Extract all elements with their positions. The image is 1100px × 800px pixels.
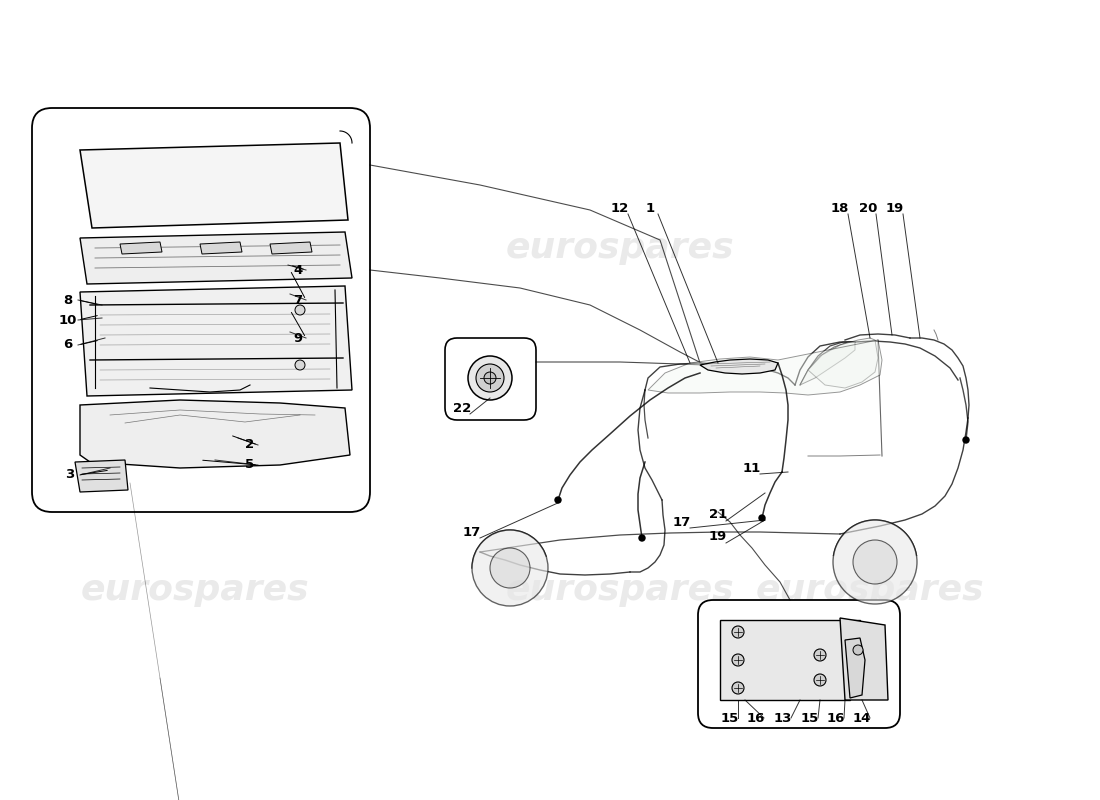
Circle shape <box>814 649 826 661</box>
Polygon shape <box>80 400 350 468</box>
Circle shape <box>295 305 305 315</box>
Circle shape <box>732 626 744 638</box>
Text: 15: 15 <box>720 711 739 725</box>
Text: 22: 22 <box>453 402 471 414</box>
Circle shape <box>484 372 496 384</box>
Circle shape <box>814 674 826 686</box>
Circle shape <box>639 535 645 541</box>
Text: 19: 19 <box>886 202 904 214</box>
Circle shape <box>490 548 530 588</box>
Text: 17: 17 <box>463 526 481 538</box>
Circle shape <box>852 645 864 655</box>
Text: eurospares: eurospares <box>80 573 309 607</box>
Text: 16: 16 <box>827 711 845 725</box>
Text: 1: 1 <box>646 202 654 214</box>
Polygon shape <box>648 340 882 395</box>
Circle shape <box>833 520 917 604</box>
Text: 2: 2 <box>245 438 254 451</box>
Text: eurospares: eurospares <box>756 573 984 607</box>
Circle shape <box>962 437 969 443</box>
Text: 8: 8 <box>64 294 73 306</box>
Polygon shape <box>200 242 242 254</box>
Circle shape <box>295 360 305 370</box>
Polygon shape <box>80 232 352 284</box>
Polygon shape <box>700 359 778 374</box>
FancyBboxPatch shape <box>698 600 900 728</box>
Polygon shape <box>75 460 128 492</box>
Polygon shape <box>840 618 888 700</box>
Polygon shape <box>808 338 878 388</box>
Text: 12: 12 <box>610 202 629 214</box>
Circle shape <box>732 654 744 666</box>
Polygon shape <box>80 143 348 228</box>
Text: eurospares: eurospares <box>80 231 309 265</box>
FancyBboxPatch shape <box>446 338 536 420</box>
Circle shape <box>852 540 896 584</box>
Polygon shape <box>80 286 352 396</box>
Text: 13: 13 <box>773 711 792 725</box>
Text: 19: 19 <box>708 530 727 543</box>
Text: 3: 3 <box>65 469 75 482</box>
Polygon shape <box>800 342 855 385</box>
Circle shape <box>472 530 548 606</box>
Text: 17: 17 <box>673 515 691 529</box>
Polygon shape <box>120 242 162 254</box>
Text: 10: 10 <box>58 314 77 326</box>
Text: 16: 16 <box>747 711 766 725</box>
Text: 18: 18 <box>830 202 849 214</box>
Text: 15: 15 <box>801 711 820 725</box>
Text: 5: 5 <box>245 458 254 471</box>
Text: 4: 4 <box>294 263 302 277</box>
Text: eurospares: eurospares <box>506 573 735 607</box>
Text: 9: 9 <box>294 331 302 345</box>
Text: 20: 20 <box>859 202 877 214</box>
Text: 7: 7 <box>294 294 302 306</box>
Text: 14: 14 <box>852 711 871 725</box>
Polygon shape <box>270 242 312 254</box>
Text: 21: 21 <box>708 509 727 522</box>
Polygon shape <box>845 638 865 698</box>
Text: 11: 11 <box>742 462 761 474</box>
Polygon shape <box>720 620 860 700</box>
Text: eurospares: eurospares <box>506 231 735 265</box>
Circle shape <box>759 515 764 521</box>
Text: 6: 6 <box>64 338 73 351</box>
Circle shape <box>556 497 561 503</box>
Circle shape <box>468 356 512 400</box>
Circle shape <box>732 682 744 694</box>
Circle shape <box>476 364 504 392</box>
FancyBboxPatch shape <box>32 108 370 512</box>
